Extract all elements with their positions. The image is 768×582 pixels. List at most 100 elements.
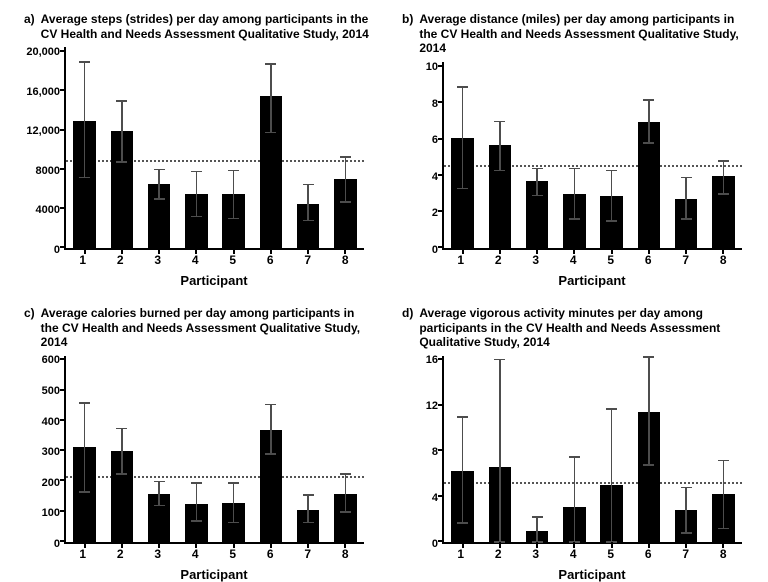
- error-bar: [121, 101, 123, 162]
- plot-area: [64, 47, 364, 250]
- y-tick-mark: [60, 358, 66, 360]
- error-cap-low: [116, 473, 127, 475]
- error-cap-high: [340, 156, 351, 158]
- error-cap-high: [681, 487, 692, 489]
- error-cap-low: [265, 132, 276, 134]
- error-bar: [462, 87, 464, 188]
- error-cap-low: [457, 522, 468, 524]
- x-tick-label: 5: [607, 253, 614, 267]
- chart-panel: d)Average vigorous activity minutes per …: [398, 306, 748, 566]
- y-tick-mark: [60, 168, 66, 170]
- error-cap-low: [303, 220, 314, 222]
- x-tick-label: 7: [682, 253, 689, 267]
- x-tick-label: 4: [570, 253, 577, 267]
- error-bar: [648, 100, 650, 143]
- x-tick-label: 3: [154, 547, 161, 561]
- x-axis-label: Participant: [64, 567, 364, 582]
- y-axis: 0246810: [398, 62, 442, 250]
- error-bar: [233, 171, 235, 219]
- error-bar: [270, 404, 272, 454]
- error-cap-high: [228, 482, 239, 484]
- x-tick-label: 1: [79, 547, 86, 561]
- y-tick-mark: [438, 210, 444, 212]
- error-cap-high: [79, 61, 90, 63]
- error-cap-low: [606, 220, 617, 222]
- error-cap-high: [79, 402, 90, 404]
- chart-panel: a)Average steps (strides) per day among …: [20, 12, 370, 272]
- error-bar: [345, 474, 347, 512]
- error-cap-high: [265, 63, 276, 65]
- x-tick-label: 6: [267, 253, 274, 267]
- panel-title: b) Average distance (miles) per day among…: [398, 12, 748, 56]
- y-tick-label: 100: [42, 507, 60, 519]
- error-cap-low: [340, 201, 351, 203]
- y-tick-label: 4000: [36, 204, 60, 216]
- error-bar: [723, 161, 725, 194]
- y-tick-label: 8: [432, 98, 438, 110]
- error-cap-high: [154, 169, 165, 171]
- error-bar: [158, 170, 160, 199]
- x-axis-label: Participant: [442, 273, 742, 288]
- chart-panel: c)Average calories burned per day among …: [20, 306, 370, 566]
- y-axis: 04000800012,00016,00020,000: [20, 47, 64, 250]
- chart-area: 04000800012,00016,00020,00012345678Parti…: [20, 47, 370, 272]
- y-tick-mark: [60, 389, 66, 391]
- error-bar: [307, 184, 309, 220]
- y-tick-label: 300: [42, 446, 60, 458]
- y-tick-mark: [60, 207, 66, 209]
- error-cap-high: [191, 482, 202, 484]
- panel-title-text: Average distance (miles) per day among p…: [419, 12, 748, 56]
- panel-title: c)Average calories burned per day among …: [20, 306, 370, 350]
- x-axis: 12345678Participant: [442, 250, 742, 272]
- plot-area: [442, 356, 742, 544]
- x-tick-label: 3: [532, 547, 539, 561]
- error-cap-high: [718, 460, 729, 462]
- error-cap-high: [606, 170, 617, 172]
- error-cap-high: [606, 408, 617, 410]
- y-axis: 0481216: [398, 356, 442, 544]
- y-tick-mark: [438, 404, 444, 406]
- panel-letter: d): [402, 306, 413, 321]
- error-cap-low: [569, 218, 580, 220]
- error-cap-high: [116, 100, 127, 102]
- y-tick-mark: [438, 101, 444, 103]
- chart-panel: b) Average distance (miles) per day among…: [398, 12, 748, 272]
- panel-title: a)Average steps (strides) per day among …: [20, 12, 370, 41]
- y-tick-mark: [60, 129, 66, 131]
- error-cap-high: [116, 428, 127, 430]
- x-tick-label: 6: [645, 253, 652, 267]
- error-cap-high: [191, 171, 202, 173]
- error-cap-low: [643, 142, 654, 144]
- error-cap-low: [340, 511, 351, 513]
- panel-letter: b): [402, 12, 413, 27]
- y-tick-mark: [60, 479, 66, 481]
- error-bar: [611, 409, 613, 542]
- error-bar: [685, 178, 687, 220]
- error-cap-low: [681, 532, 692, 534]
- y-tick-mark: [438, 358, 444, 360]
- x-tick-label: 2: [117, 253, 124, 267]
- x-axis-label: Participant: [64, 273, 364, 288]
- x-tick-label: 5: [607, 547, 614, 561]
- y-tick-label: 400: [42, 416, 60, 428]
- y-tick-mark: [438, 138, 444, 140]
- y-tick-label: 20,000: [26, 46, 60, 58]
- x-tick-label: 8: [720, 547, 727, 561]
- error-bar: [499, 122, 501, 171]
- x-axis-label: Participant: [442, 567, 742, 582]
- panel-letter: a): [24, 12, 35, 27]
- error-cap-high: [643, 356, 654, 358]
- x-tick-label: 4: [192, 547, 199, 561]
- error-cap-high: [681, 177, 692, 179]
- error-cap-low: [191, 520, 202, 522]
- x-tick-label: 4: [570, 547, 577, 561]
- error-bar: [345, 157, 347, 202]
- error-bar: [307, 495, 309, 522]
- error-cap-high: [494, 121, 505, 123]
- y-tick-label: 8000: [36, 165, 60, 177]
- y-tick-mark: [60, 419, 66, 421]
- error-cap-high: [265, 404, 276, 406]
- error-bar: [270, 64, 272, 133]
- x-axis: 12345678Participant: [64, 544, 364, 566]
- y-tick-label: 12,000: [26, 125, 60, 137]
